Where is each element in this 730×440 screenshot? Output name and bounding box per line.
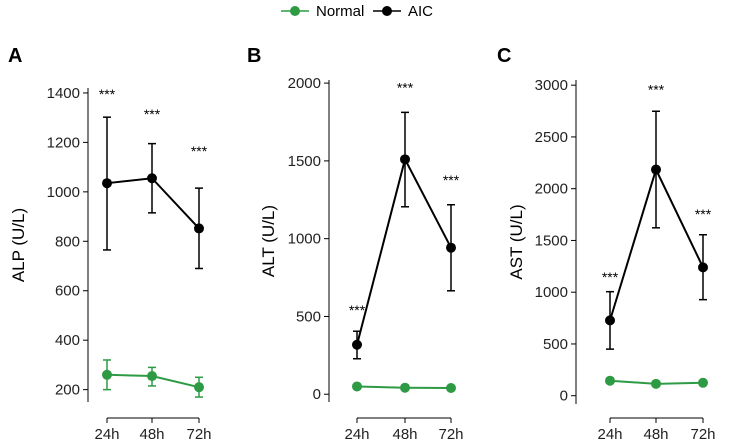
significance-label: *** (191, 143, 208, 159)
significance-label: *** (443, 172, 460, 188)
panel-b: B 0 500 1000 1500 2000 24h 48h 72h ALT (U/L) *** **… (247, 45, 464, 440)
x-tick-label: 24h (94, 426, 119, 440)
x-tick-label: 24h (344, 426, 369, 440)
legend-normal-marker (290, 6, 300, 16)
y-tick-label: 3000 (535, 77, 568, 94)
x-tick-label: 48h (643, 426, 668, 440)
significance-label: *** (602, 269, 619, 285)
y-tick-label: 600 (55, 283, 80, 300)
data-point-normal (651, 378, 661, 389)
data-point-normal (147, 371, 157, 382)
x-tick-label: 72h (438, 426, 463, 440)
significance-label: *** (397, 79, 414, 95)
y-tick-label: 200 (55, 382, 80, 399)
legend-aic-label: AIC (408, 3, 433, 20)
legend-normal-label: Normal (316, 3, 364, 20)
significance-label: *** (648, 81, 665, 97)
x-tick-label: 72h (690, 426, 715, 440)
panel-letter: B (247, 45, 261, 67)
y-tick-label: 800 (55, 233, 80, 250)
data-point-aic (147, 173, 157, 184)
x-tick-label: 24h (597, 426, 622, 440)
y-tick-label: 1500 (535, 232, 568, 249)
data-point-normal (446, 383, 456, 393)
data-point-normal (194, 382, 204, 393)
data-point-normal (352, 381, 362, 392)
y-tick-label: 2500 (535, 129, 568, 146)
y-tick-label: 1200 (47, 134, 80, 151)
y-tick-label: 1500 (288, 153, 321, 170)
data-point-normal (400, 382, 410, 393)
panel-letter: C (497, 45, 511, 67)
y-tick-label: 2000 (535, 181, 568, 198)
y-tick-label: 0 (313, 386, 321, 403)
y-axis-title: AST (U/L) (507, 204, 526, 279)
x-tick-label: 48h (392, 426, 417, 440)
significance-label: *** (695, 206, 712, 222)
y-tick-label: 1000 (47, 184, 80, 201)
series-line-aic (106, 177, 200, 230)
data-point-aic (352, 339, 362, 350)
x-tick-label: 48h (139, 426, 164, 440)
significance-label: *** (99, 86, 116, 102)
data-point-normal (605, 375, 615, 386)
y-tick-label: 2000 (288, 75, 321, 92)
y-tick-label: 500 (543, 336, 568, 353)
series-line-aic (356, 156, 452, 346)
legend-aic-marker (382, 6, 392, 16)
legend: Normal AIC (281, 3, 433, 20)
y-tick-label: 400 (55, 332, 80, 349)
x-tick-label: 72h (186, 426, 211, 440)
y-tick-label: 1400 (47, 85, 80, 102)
panel-a: A 200 400 600 800 1000 1200 1400 24h 48h 72h ALP (U… (8, 45, 212, 440)
data-point-aic (446, 242, 456, 253)
y-axis-title: ALP (U/L) (9, 208, 28, 282)
data-point-aic (194, 223, 204, 234)
data-point-aic (651, 164, 661, 175)
data-point-aic (102, 178, 112, 189)
data-point-aic (605, 315, 615, 326)
y-tick-label: 1000 (535, 284, 568, 301)
data-point-normal (102, 369, 112, 380)
significance-label: *** (349, 302, 366, 318)
data-point-aic (400, 154, 410, 165)
y-tick-label: 1000 (288, 231, 321, 248)
y-tick-label: 0 (560, 388, 568, 405)
y-axis-title: ALT (U/L) (259, 205, 278, 277)
y-tick-label: 500 (296, 308, 321, 325)
panel-c: C 0 500 1000 1500 2000 2500 3000 24h 48h 72h AST (U… (497, 45, 716, 440)
data-point-normal (698, 377, 708, 388)
significance-label: *** (144, 106, 161, 122)
data-point-aic (698, 262, 708, 273)
panel-letter: A (8, 45, 22, 67)
